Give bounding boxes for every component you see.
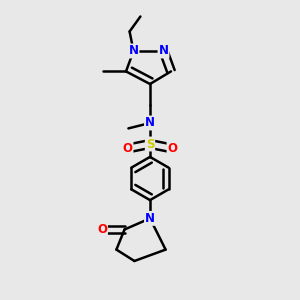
Text: N: N xyxy=(158,44,169,58)
Text: S: S xyxy=(146,137,154,151)
Text: N: N xyxy=(128,44,139,58)
Text: N: N xyxy=(145,116,155,130)
Text: O: O xyxy=(122,142,133,155)
Text: N: N xyxy=(145,212,155,225)
Text: O: O xyxy=(167,142,178,155)
Text: O: O xyxy=(97,223,107,236)
